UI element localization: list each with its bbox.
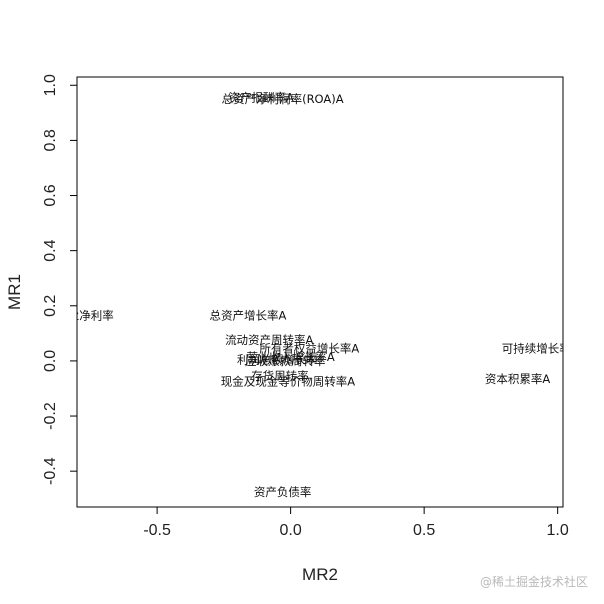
watermark: @稀土掘金技术社区	[479, 575, 588, 589]
point-label: 流动资产周转率A	[225, 333, 313, 347]
y-tick-label: 1.0	[42, 74, 59, 96]
y-tick-label: -0.2	[42, 402, 59, 430]
y-axis-title: MR1	[5, 274, 24, 310]
y-tick-label: 0.0	[42, 350, 59, 372]
point-label: 资产报酬率A	[229, 91, 294, 105]
point-label: 存货周转率	[251, 369, 309, 383]
point-label: 所有者权益增长率A	[259, 342, 359, 356]
x-axis-title: MR2	[302, 565, 338, 584]
x-tick-label: 0.5	[413, 522, 435, 539]
point-label: 利润总额增长率	[237, 353, 318, 367]
point-label: 营业收入增长率A	[246, 350, 334, 364]
x-axis: -0.5 0.0 0.5 1.0	[143, 507, 569, 539]
x-tick-label: 0.0	[280, 522, 302, 539]
point-label: 资本积累率A	[485, 372, 550, 386]
point-label: 现金及现金等价物周转率A	[221, 375, 355, 389]
point-label: 资产负债率	[254, 485, 312, 499]
x-tick-label: -0.5	[143, 522, 171, 539]
y-tick-label: 0.6	[42, 184, 59, 206]
point-label: 营业净利率	[56, 308, 114, 322]
y-tick-label: 0.8	[42, 129, 59, 151]
y-tick-label: 0.4	[42, 239, 59, 261]
point-label: 可持续增长率	[502, 342, 571, 356]
plot-frame	[76, 76, 564, 508]
y-tick-label: -0.4	[42, 457, 59, 485]
point-label: 总资产增长率A	[209, 308, 286, 322]
y-axis: -0.4 -0.2 0.0 0.2 0.4 0.6 0.8 1.0	[42, 74, 77, 485]
point-label: 总资产净利润率(ROA)A	[222, 92, 344, 106]
y-tick-label: 0.2	[42, 295, 59, 317]
point-label: 应收账款周转率	[245, 354, 326, 368]
x-tick-label: 1.0	[547, 522, 569, 539]
